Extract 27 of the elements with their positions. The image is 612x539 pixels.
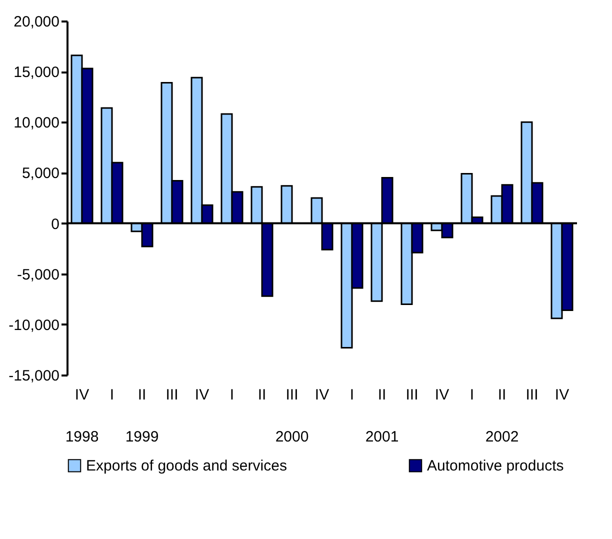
x-tick-label: IV <box>314 386 330 404</box>
x-tick-label: IV <box>194 386 210 404</box>
x-tick-label: III <box>166 386 178 404</box>
legend-label: Automotive products <box>427 458 564 475</box>
y-tick-label: -10,000 <box>8 316 60 334</box>
y-tick-label: -5,000 <box>16 266 60 284</box>
x-tick-label: I <box>350 386 354 404</box>
x-tick-label: III <box>526 386 538 404</box>
y-tick-label: 15,000 <box>14 64 60 82</box>
x-tick-label: I <box>230 386 234 404</box>
legend-label: Exports of goods and services <box>86 458 287 475</box>
y-tick-label: 20,000 <box>14 14 60 30</box>
category-label: II 2002 <box>485 386 519 446</box>
y-tick-label: -15,000 <box>8 368 60 384</box>
x-tick-label: II <box>258 386 266 404</box>
category-label: III 2000 <box>275 386 309 446</box>
x-tick-label: IV <box>434 386 450 404</box>
x-tick-label: III <box>406 386 418 404</box>
y-tick-label: 5,000 <box>22 165 60 182</box>
y-tick-label: 0 <box>51 216 60 233</box>
x-tick-label: I <box>110 386 114 404</box>
x-tick-label: IV <box>554 386 570 404</box>
category-label: II 2001 <box>365 386 399 446</box>
category-label: IV 1998 <box>65 386 99 446</box>
y-tick-label: 10,000 <box>14 114 60 132</box>
x-tick-label: I <box>470 386 474 404</box>
category-label: II 1999 <box>125 386 159 446</box>
